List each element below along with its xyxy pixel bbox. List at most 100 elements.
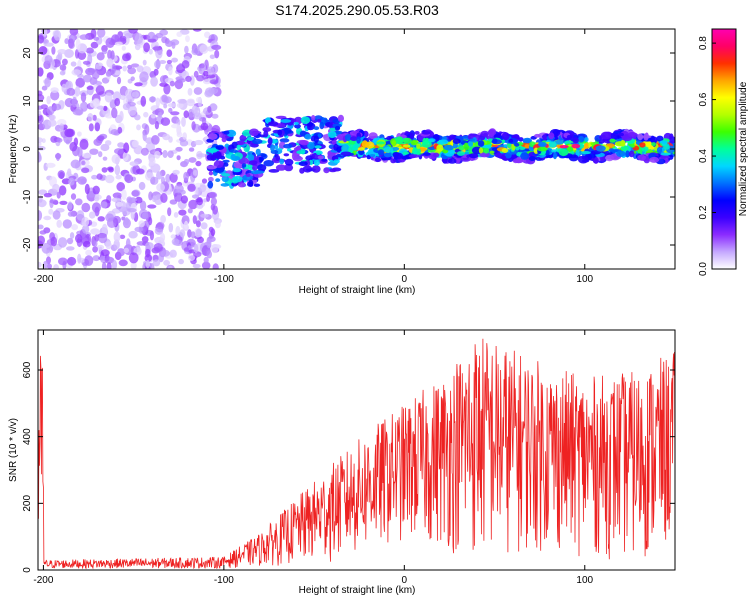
- spectrogram-cell: [85, 249, 92, 256]
- spectrogram-cell: [38, 137, 44, 143]
- spectrogram-cell: [193, 112, 202, 120]
- spectrogram-cell: [115, 201, 123, 207]
- spectrogram-cell: [56, 119, 67, 126]
- spectrogram-cell: [64, 38, 69, 45]
- spectrogram-cell: [59, 64, 67, 71]
- spectrogram-cell: [187, 208, 193, 214]
- spectrogram-cell: [45, 162, 56, 168]
- spectrogram-cell: [67, 201, 73, 210]
- spectrogram-cell: [257, 164, 267, 172]
- spectrogram-cell: [38, 195, 43, 203]
- spectrogram-cell: [479, 152, 490, 158]
- spectrogram-cell: [207, 105, 212, 113]
- spectrogram-cell: [241, 163, 247, 168]
- spectrogram-cell: [105, 140, 112, 146]
- spectrogram-cell: [208, 191, 218, 199]
- spectrogram-cell: [208, 171, 214, 176]
- spectrogram-cell: [267, 137, 273, 145]
- spectrogram-cell: [511, 144, 516, 151]
- spectrogram-cell: [139, 71, 149, 83]
- spectrogram-cell: [97, 216, 105, 222]
- spectrogram-cell: [337, 114, 344, 122]
- spectrogram-cell: [204, 31, 211, 39]
- spectrogram-cell: [176, 31, 183, 38]
- spectrogram-cell: [660, 152, 671, 156]
- spectrogram-cell: [195, 228, 202, 238]
- spectrogram-cell: [66, 87, 76, 96]
- spectrogram-cell: [103, 105, 108, 112]
- snr-y-tick-label: 600: [22, 361, 33, 378]
- spectrogram-cell: [223, 162, 229, 167]
- spectrogram-cell: [313, 126, 320, 131]
- spectrogram-cell: [247, 164, 253, 168]
- spectrogram-cell: [38, 235, 45, 246]
- spectrogram-cell: [84, 183, 90, 195]
- spectrogram-cell: [293, 121, 299, 126]
- spectrogram-cell: [116, 76, 122, 85]
- spectrogram-cell: [97, 29, 106, 38]
- spectrogram-cell: [121, 189, 127, 201]
- spectrogram-cell: [97, 135, 105, 142]
- spectrogram-cell: [163, 103, 168, 109]
- spectrogram-cell: [187, 229, 192, 238]
- colorbar: 0.0 0.2 0.4 0.6 0.8 Normalized spectral ampl…: [698, 28, 749, 276]
- spectrogram-cell: [131, 190, 140, 197]
- spectrogram-cell: [173, 212, 179, 218]
- spectrogram-cell: [537, 146, 548, 152]
- spectrogram-cell: [88, 211, 96, 219]
- spectrogram-cell: [276, 123, 286, 128]
- spectrogram-cell: [160, 193, 168, 203]
- snr-y-axis-label: SNR (10 * v/v): [8, 418, 19, 482]
- spectrogram-cell: [90, 41, 99, 49]
- spectrogram-cell: [135, 196, 143, 204]
- spectrogram-cell: [221, 175, 229, 182]
- spectrogram-cell: [249, 128, 259, 137]
- spectrogram-cell: [620, 145, 629, 151]
- spectrogram-cell: [38, 46, 48, 55]
- spectrogram-cell: [69, 29, 79, 36]
- spectrogram-y-tick-label: -20: [22, 237, 33, 252]
- snr-frame: [37, 329, 676, 571]
- spectrogram-cell: [192, 29, 202, 32]
- spectrogram-cell: [71, 69, 82, 76]
- spectrogram-cell: [121, 45, 126, 51]
- spectrogram-cell: [174, 192, 183, 202]
- spectrogram-cell: [156, 171, 163, 180]
- spectrogram-cell: [84, 255, 94, 266]
- spectrogram-cell: [147, 38, 157, 43]
- spectrogram-cell: [223, 130, 230, 135]
- spectrogram-cell: [196, 197, 203, 206]
- spectrogram-cell: [191, 48, 200, 56]
- spectrogram-cell: [96, 173, 103, 180]
- spectrogram-cell: [352, 144, 359, 151]
- spectrogram-cell: [443, 144, 454, 151]
- spectrogram-cell: [148, 216, 153, 226]
- spectrogram-cell: [87, 113, 94, 122]
- spectrogram-cell: [131, 91, 140, 98]
- spectrogram-cell: [105, 213, 114, 222]
- spectrogram-cell: [48, 114, 56, 121]
- spectrogram-cell: [166, 49, 173, 57]
- spectrogram-cell: [160, 232, 166, 243]
- spectrogram-cell: [222, 159, 230, 163]
- spectrogram-cell: [393, 152, 404, 160]
- spectrogram-cell: [105, 37, 115, 48]
- spectrogram-cell: [214, 166, 225, 173]
- spectrogram-cell: [501, 148, 509, 153]
- spectrogram-cell: [304, 133, 312, 140]
- spectrogram-cell: [38, 151, 41, 163]
- spectrogram-cell: [150, 176, 159, 185]
- spectrogram-cell: [167, 207, 172, 217]
- spectrogram-cell: [92, 80, 103, 86]
- spectrogram-cell: [38, 110, 42, 117]
- spectrogram-cell: [170, 234, 176, 239]
- spectrogram-cell: [192, 215, 197, 225]
- spectrogram-cell: [128, 230, 138, 239]
- spectrogram-cell: [211, 113, 219, 119]
- colorbar-ticks: 0.0 0.2 0.4 0.6 0.8: [698, 36, 716, 276]
- spectrogram-cell: [178, 78, 186, 83]
- spectrogram-cell: [571, 143, 581, 149]
- spectrogram-cell: [618, 132, 624, 137]
- spectrogram-cell: [147, 204, 157, 209]
